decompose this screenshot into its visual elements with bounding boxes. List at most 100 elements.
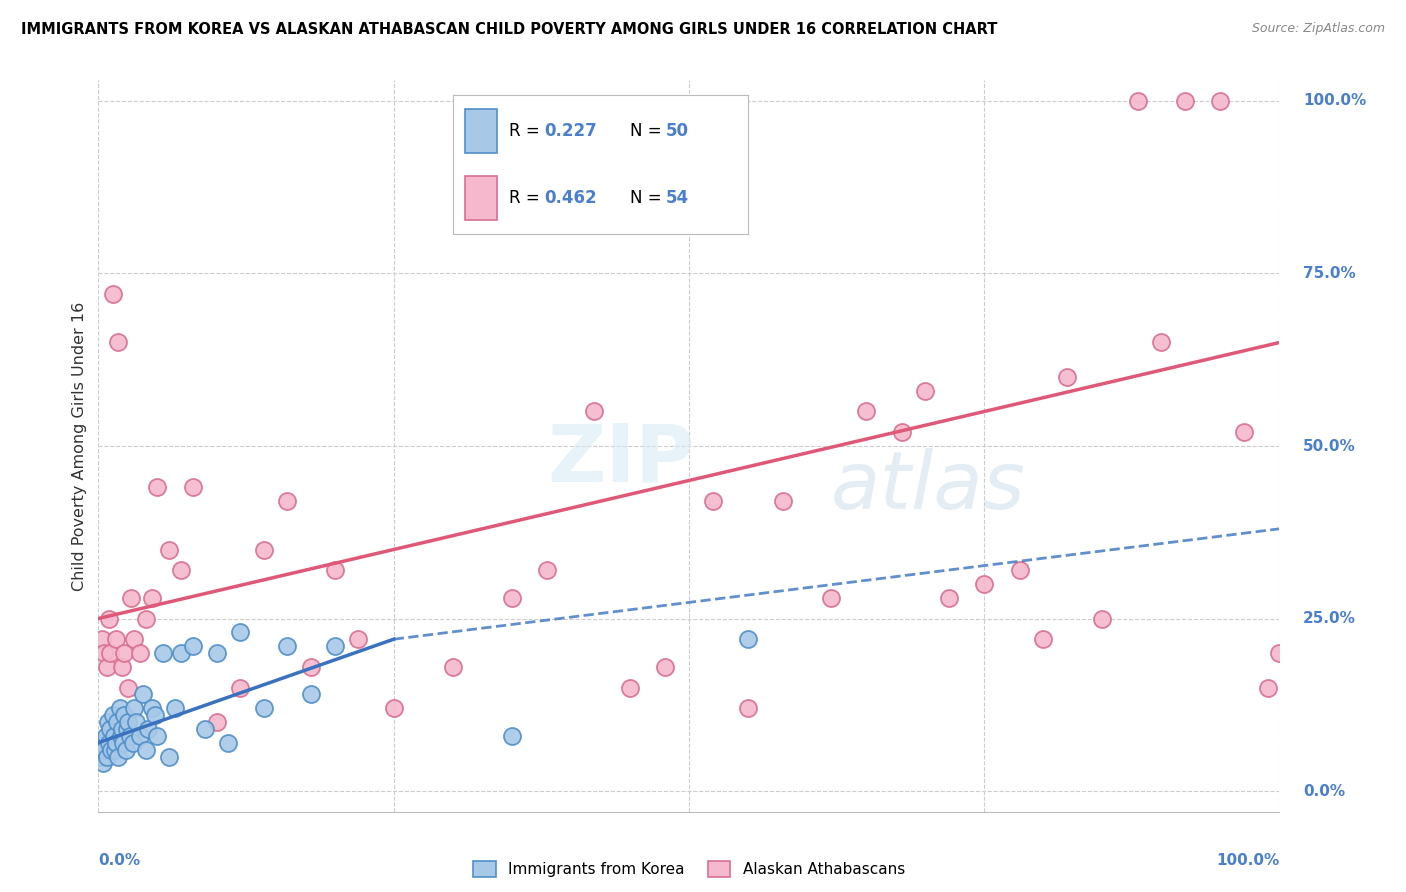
Point — [855, 404, 877, 418]
Point — [91, 756, 114, 771]
Point — [157, 749, 180, 764]
Point — [146, 729, 169, 743]
Point — [157, 542, 180, 557]
Point — [973, 577, 995, 591]
Point — [105, 632, 128, 647]
Point — [702, 494, 724, 508]
Point — [98, 722, 121, 736]
Text: 100.0%: 100.0% — [1216, 853, 1279, 868]
Point — [101, 287, 124, 301]
Point — [125, 714, 148, 729]
Point — [737, 632, 759, 647]
Text: IMMIGRANTS FROM KOREA VS ALASKAN ATHABASCAN CHILD POVERTY AMONG GIRLS UNDER 16 C: IMMIGRANTS FROM KOREA VS ALASKAN ATHABAS… — [21, 22, 997, 37]
Point — [382, 701, 405, 715]
Point — [737, 701, 759, 715]
Point — [107, 749, 129, 764]
Point — [122, 632, 145, 647]
Point — [93, 646, 115, 660]
Point — [110, 729, 132, 743]
Y-axis label: Child Poverty Among Girls Under 16: Child Poverty Among Girls Under 16 — [72, 301, 87, 591]
Point — [501, 729, 523, 743]
Point — [114, 742, 136, 756]
Text: ZIP: ZIP — [547, 421, 695, 499]
Point — [104, 742, 127, 756]
Point — [217, 736, 239, 750]
Point — [105, 736, 128, 750]
Point — [654, 660, 676, 674]
Point — [141, 591, 163, 605]
Point — [93, 742, 115, 756]
Point — [117, 714, 139, 729]
Point — [1150, 335, 1173, 350]
Point — [103, 729, 125, 743]
Point — [194, 722, 217, 736]
Point — [1209, 94, 1232, 108]
Point — [112, 708, 135, 723]
Point — [91, 736, 114, 750]
Point — [299, 660, 322, 674]
Point — [181, 480, 204, 494]
Text: 0.0%: 0.0% — [1303, 783, 1346, 798]
Point — [619, 681, 641, 695]
Point — [914, 384, 936, 398]
Point — [128, 646, 150, 660]
Text: atlas: atlas — [831, 449, 1025, 526]
Point — [112, 646, 135, 660]
Text: Source: ZipAtlas.com: Source: ZipAtlas.com — [1251, 22, 1385, 36]
Point — [146, 480, 169, 494]
Point — [253, 542, 276, 557]
Point — [120, 729, 142, 743]
Point — [347, 632, 370, 647]
Point — [111, 660, 134, 674]
Point — [165, 701, 187, 715]
Point — [536, 563, 558, 577]
Point — [112, 736, 135, 750]
Point — [143, 708, 166, 723]
Point — [91, 632, 114, 647]
Point — [1091, 611, 1114, 625]
Text: 75.0%: 75.0% — [1303, 266, 1355, 281]
Point — [128, 729, 150, 743]
Point — [135, 611, 157, 625]
Point — [111, 722, 134, 736]
Point — [299, 687, 322, 701]
Point — [135, 742, 157, 756]
Point — [1174, 94, 1197, 108]
Point — [501, 591, 523, 605]
Point — [105, 714, 128, 729]
Point — [152, 646, 174, 660]
Point — [276, 494, 298, 508]
Point — [1233, 425, 1256, 440]
Point — [890, 425, 912, 440]
Point — [96, 660, 118, 674]
Point — [1032, 632, 1054, 647]
Point — [772, 494, 794, 508]
Point — [938, 591, 960, 605]
Point — [94, 729, 117, 743]
Point — [121, 736, 143, 750]
Point — [1257, 681, 1279, 695]
Point — [441, 660, 464, 674]
Point — [136, 722, 159, 736]
Point — [98, 611, 121, 625]
Text: 50.0%: 50.0% — [1303, 439, 1355, 453]
Point — [229, 681, 252, 695]
Point — [820, 591, 842, 605]
Point — [101, 708, 124, 723]
Point — [117, 681, 139, 695]
Point — [96, 749, 118, 764]
Point — [170, 646, 193, 660]
Point — [90, 749, 112, 764]
Point — [115, 722, 138, 736]
Point — [141, 701, 163, 715]
Point — [323, 563, 346, 577]
Point — [98, 646, 121, 660]
Point — [205, 646, 228, 660]
Point — [1268, 646, 1291, 660]
Text: 100.0%: 100.0% — [1303, 94, 1367, 109]
Point — [276, 639, 298, 653]
Point — [229, 625, 252, 640]
Point — [108, 701, 131, 715]
Point — [132, 687, 155, 701]
Text: 25.0%: 25.0% — [1303, 611, 1355, 626]
